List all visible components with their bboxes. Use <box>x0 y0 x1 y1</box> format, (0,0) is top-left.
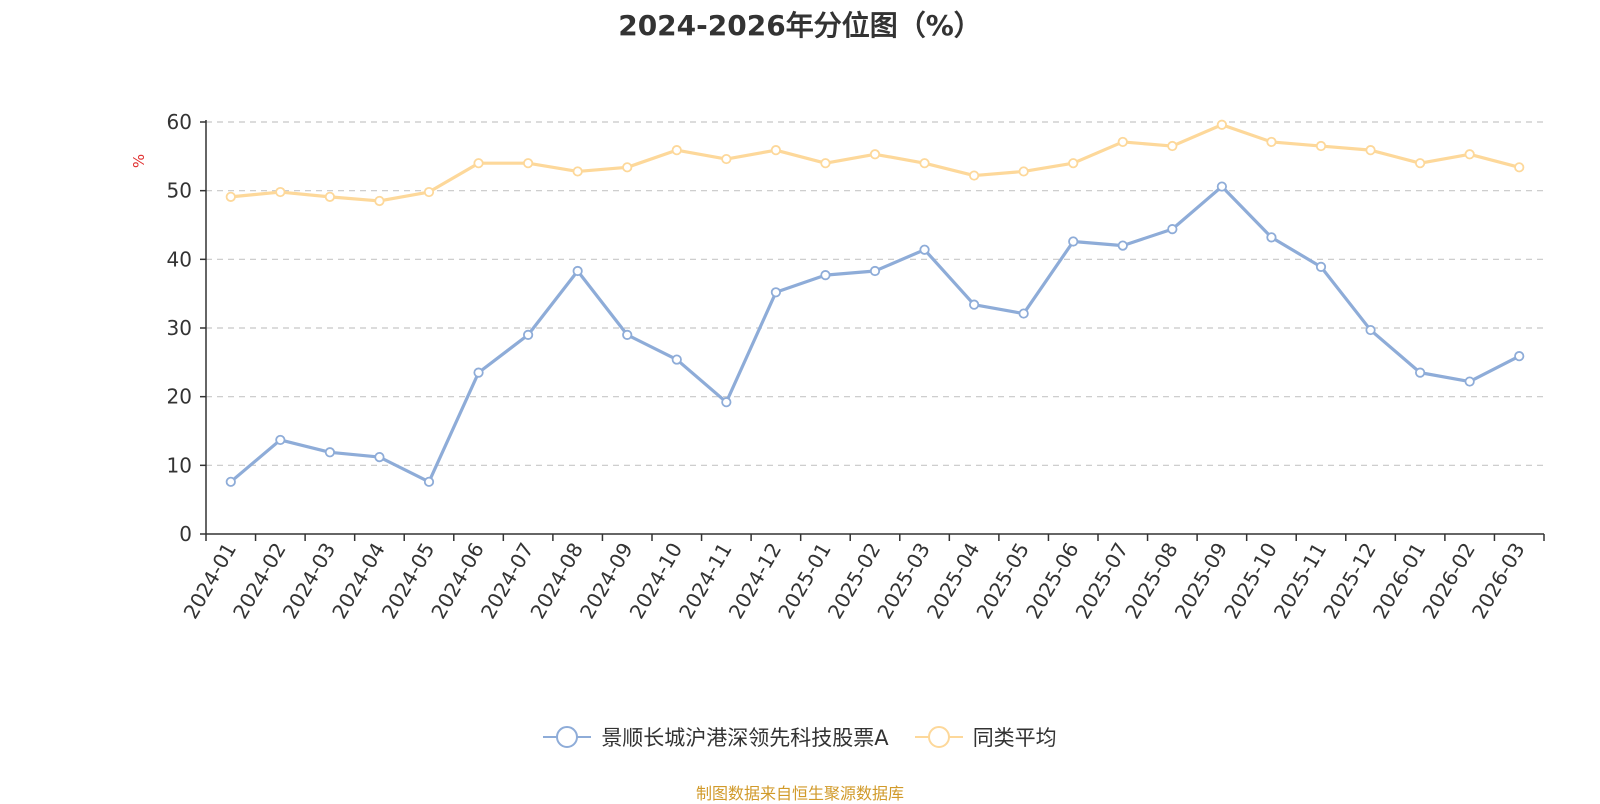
series-0-point-2024-07[interactable] <box>523 329 534 340</box>
series-1-point-2025-08[interactable] <box>1167 140 1178 152</box>
legend-label-fund: 景顺长城沪港深领先科技股票A <box>601 726 889 750</box>
series-0-point-2025-08[interactable] <box>1167 224 1178 235</box>
series-0-point-2025-03[interactable] <box>919 244 930 255</box>
series-1-point-2024-09[interactable] <box>622 162 633 173</box>
series-0-point-2024-05[interactable] <box>423 476 435 487</box>
series-0-point-2024-11[interactable] <box>721 397 732 408</box>
series-1-point-2025-12[interactable] <box>1365 145 1376 156</box>
series-line-0 <box>229 184 1520 484</box>
series-0-point-2024-09[interactable] <box>622 329 633 340</box>
y-tick-label-0: 0 <box>179 522 192 546</box>
series-0-point-2025-05[interactable] <box>1018 308 1029 319</box>
series-1-point-2025-02[interactable] <box>869 149 881 160</box>
series-1-point-2024-11[interactable] <box>721 153 732 165</box>
series-1-point-2025-06[interactable] <box>1068 158 1079 169</box>
series-0-point-2025-09[interactable] <box>1216 181 1227 192</box>
series-1-point-2024-08[interactable] <box>572 166 583 177</box>
series-0-point-2024-10[interactable] <box>671 354 682 365</box>
legend-item-fund[interactable]: 景顺长城沪港深领先科技股票A <box>543 722 889 752</box>
series-0-point-2025-06[interactable] <box>1068 236 1079 247</box>
legend-item-average[interactable]: 同类平均 <box>914 722 1057 752</box>
series-1-point-2024-02[interactable] <box>275 186 286 198</box>
y-tick-label-30: 30 <box>167 316 192 340</box>
series-0-point-2024-01[interactable] <box>225 476 236 487</box>
series-1-point-2024-07[interactable] <box>523 158 534 169</box>
series-0-point-2026-01[interactable] <box>1415 367 1426 378</box>
series-1-point-2025-04[interactable] <box>969 170 980 181</box>
series-0-point-2025-10[interactable] <box>1266 232 1277 243</box>
y-tick-label-10: 10 <box>167 453 192 477</box>
series-0-point-2024-02[interactable] <box>275 434 286 446</box>
series-1-point-2024-12[interactable] <box>770 145 781 156</box>
series-0-point-2024-06[interactable] <box>473 367 484 378</box>
series-0-point-2024-08[interactable] <box>572 265 583 277</box>
series-1-point-2024-10[interactable] <box>671 145 682 156</box>
series-1-point-2025-01[interactable] <box>820 158 831 169</box>
series-1-point-2025-07[interactable] <box>1117 136 1128 148</box>
series-1-point-2026-02[interactable] <box>1464 149 1475 160</box>
series-0-point-2024-12[interactable] <box>770 287 781 298</box>
y-tick-label-40: 40 <box>167 247 192 271</box>
series-1-point-2024-06[interactable] <box>473 158 484 169</box>
series-line-1 <box>230 123 1520 203</box>
series-1-point-2025-11[interactable] <box>1315 140 1327 152</box>
series-1-point-2025-05[interactable] <box>1018 166 1029 177</box>
series-1-point-2024-01[interactable] <box>225 191 236 202</box>
series-1-point-2026-03[interactable] <box>1514 162 1525 173</box>
legend-swatch-average <box>914 725 963 749</box>
series-1-point-2025-03[interactable] <box>919 158 930 169</box>
series-0-point-2024-04[interactable] <box>374 451 385 463</box>
series-0-point-2026-02[interactable] <box>1464 376 1475 387</box>
series-0-point-2025-07[interactable] <box>1117 240 1128 251</box>
series-0-point-2026-03[interactable] <box>1514 351 1525 362</box>
chart-title: 2024-2026年分位图（%） <box>618 9 982 42</box>
series-0-point-2025-02[interactable] <box>869 265 881 277</box>
series-0-point-2024-03[interactable] <box>324 447 335 458</box>
series-1-point-2025-10[interactable] <box>1266 136 1277 148</box>
series-1-point-2024-04[interactable] <box>374 195 385 207</box>
series-0-point-2025-01[interactable] <box>820 270 831 281</box>
y-axis-label: % <box>130 154 148 168</box>
legend-label-average: 同类平均 <box>972 726 1057 750</box>
series-1-point-2024-05[interactable] <box>423 186 435 198</box>
series-1-point-2025-09[interactable] <box>1216 119 1227 130</box>
series-0-point-2025-04[interactable] <box>969 299 980 310</box>
y-tick-label-60: 60 <box>167 110 192 134</box>
series-0-point-2025-11[interactable] <box>1315 261 1327 272</box>
series-0-point-2025-12[interactable] <box>1365 324 1376 336</box>
y-tick-label-50: 50 <box>167 179 192 203</box>
series-1-point-2024-03[interactable] <box>324 191 335 202</box>
y-tick-label-20: 20 <box>167 385 192 409</box>
legend-swatch-fund <box>543 725 592 749</box>
source-note: 制图数据来自恒生聚源数据库 <box>695 784 904 803</box>
legend: 景顺长城沪港深领先科技股票A 同类平均 <box>0 722 1600 752</box>
series-1-point-2026-01[interactable] <box>1415 158 1426 169</box>
